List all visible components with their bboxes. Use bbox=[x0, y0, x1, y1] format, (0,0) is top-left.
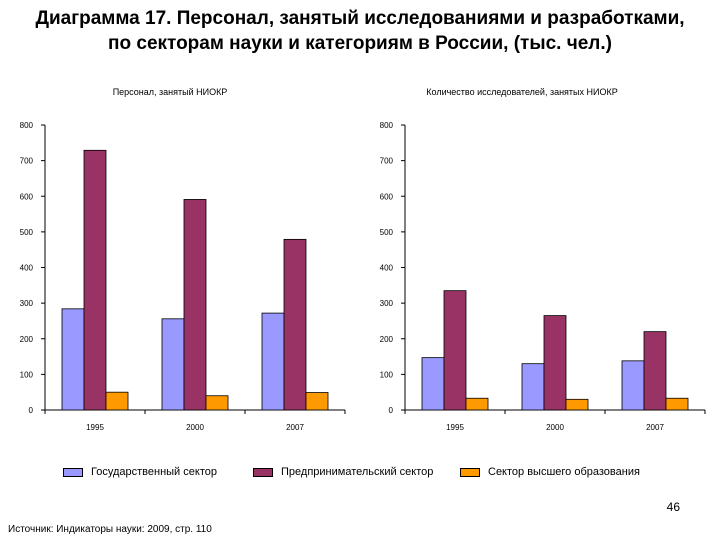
y-tick-label: 0 bbox=[389, 406, 394, 415]
y-tick-label: 600 bbox=[20, 192, 34, 201]
x-tick-label: 2007 bbox=[286, 423, 304, 432]
bar-business-1995 bbox=[443, 290, 467, 411]
y-tick-label: 600 bbox=[380, 192, 394, 201]
bar-higher-education-1995 bbox=[465, 397, 489, 411]
y-tick-label: 700 bbox=[20, 157, 34, 166]
bar-higher-education-2000 bbox=[205, 395, 229, 411]
y-tick-label: 500 bbox=[380, 228, 394, 237]
bar-business-2007 bbox=[283, 238, 307, 411]
bar-business-2000 bbox=[183, 199, 207, 411]
y-tick-label: 700 bbox=[380, 157, 394, 166]
y-tick-label: 400 bbox=[380, 264, 394, 273]
x-tick-label: 2007 bbox=[646, 423, 664, 432]
bar-business-2007 bbox=[643, 331, 667, 411]
x-tick-label: 2000 bbox=[546, 423, 564, 432]
slide-title-line1: Диаграмма 17. Персонал, занятый исследов… bbox=[35, 8, 685, 29]
page-number: 46 bbox=[666, 500, 680, 514]
slide-title: Диаграмма 17. Персонал, занятый исследов… bbox=[0, 6, 720, 56]
bar-higher-education-2000 bbox=[565, 398, 589, 411]
bar-government-2007 bbox=[261, 312, 285, 411]
x-tick-label: 2000 bbox=[186, 423, 204, 432]
legend-swatch-business bbox=[253, 467, 273, 477]
bar-higher-education-1995 bbox=[105, 391, 129, 411]
chart-title-researchers: Количество исследователей, занятых НИОКР bbox=[426, 87, 618, 97]
legend-label-higher-education: Сектор высшего образования bbox=[488, 466, 640, 478]
y-tick-label: 200 bbox=[20, 335, 34, 344]
x-tick-label: 1995 bbox=[446, 423, 464, 432]
bar-business-1995 bbox=[83, 149, 107, 411]
y-tick-label: 800 bbox=[20, 121, 34, 130]
chart-title-personnel: Персонал, занятый НИОКР bbox=[112, 87, 228, 97]
legend: Государственный сектор Предпринимательск… bbox=[0, 466, 720, 480]
legend-swatch-higher-education bbox=[460, 467, 480, 477]
y-tick-label: 500 bbox=[20, 228, 34, 237]
legend-swatch-government bbox=[63, 467, 83, 477]
chart-researchers: 0 100 200 300 400 500 600 700 800 1995 2000 2007 bbox=[380, 121, 706, 432]
legend-label-business: Предпринимательский сектор bbox=[281, 466, 434, 478]
bar-business-2000 bbox=[543, 315, 567, 411]
y-tick-label: 300 bbox=[20, 299, 34, 308]
y-tick-label: 800 bbox=[380, 121, 394, 130]
bar-government-1995 bbox=[61, 308, 85, 411]
bar-higher-education-2007 bbox=[305, 392, 329, 411]
bar-government-1995 bbox=[421, 357, 445, 411]
bar-government-2007 bbox=[621, 360, 645, 411]
y-tick-label: 300 bbox=[380, 299, 394, 308]
legend-item-government: Государственный сектор bbox=[63, 466, 217, 478]
source-note: Источник: Индикаторы науки: 2009, стр. 1… bbox=[8, 524, 212, 535]
bar-government-2000 bbox=[521, 363, 545, 411]
bar-government-2000 bbox=[161, 318, 185, 411]
y-tick-label: 0 bbox=[29, 406, 34, 415]
y-tick-label: 100 bbox=[20, 370, 34, 379]
y-tick-label: 200 bbox=[380, 335, 394, 344]
legend-item-business: Предпринимательский сектор bbox=[253, 466, 433, 478]
legend-label-government: Государственный сектор bbox=[91, 466, 217, 478]
bar-higher-education-2007 bbox=[665, 397, 689, 411]
slide-title-line2: по секторам науки и категориям в России,… bbox=[108, 33, 612, 54]
y-tick-label: 400 bbox=[20, 264, 34, 273]
y-tick-label: 100 bbox=[380, 370, 394, 379]
chart-personnel: 0 100 200 300 400 500 600 700 800 1995 2000 2007 bbox=[20, 121, 346, 432]
legend-item-higher-education: Сектор высшего образования bbox=[460, 466, 640, 478]
x-tick-label: 1995 bbox=[86, 423, 104, 432]
